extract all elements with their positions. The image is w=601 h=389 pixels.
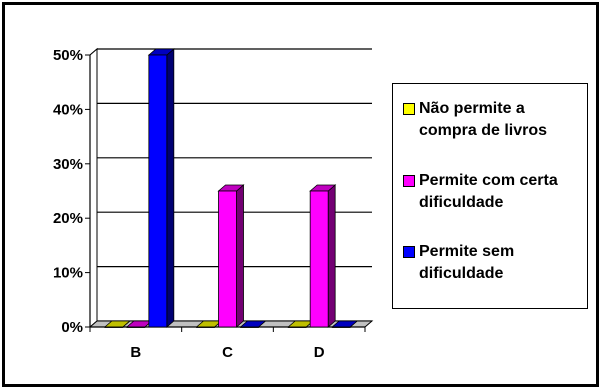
legend-item-0: Não permite a compra de livros bbox=[403, 98, 585, 142]
bar-side bbox=[327, 184, 336, 328]
bar bbox=[126, 326, 146, 328]
bar bbox=[331, 326, 351, 328]
y-tick-label: 10% bbox=[53, 265, 83, 282]
y-tick-label: 40% bbox=[53, 101, 83, 118]
bar bbox=[287, 326, 307, 328]
x-tick-label: C bbox=[222, 344, 233, 361]
bar bbox=[104, 326, 124, 328]
bar bbox=[240, 326, 259, 328]
legend-label-0: Não permite a compra de livros bbox=[419, 100, 548, 139]
bar bbox=[196, 326, 215, 328]
legend-swatch-yellow bbox=[403, 103, 415, 115]
bar-side bbox=[236, 184, 244, 328]
chart-legend: Não permite a compra de livros Permite c… bbox=[392, 83, 588, 309]
legend-label-1: Permite com certa dificuldade bbox=[419, 172, 558, 211]
legend-item-1: Permite com certa dificuldade bbox=[403, 170, 585, 214]
x-tick-label: D bbox=[314, 344, 325, 361]
bar-chart: 0% 10% 20% 30% 40% 50% B C D bbox=[53, 47, 374, 361]
y-tick-label: 50% bbox=[53, 47, 83, 64]
legend-swatch-blue bbox=[403, 246, 415, 258]
y-tick-label: 0% bbox=[61, 319, 83, 336]
y-tick-label: 20% bbox=[53, 210, 83, 227]
legend-swatch-magenta bbox=[403, 175, 415, 187]
bar-side bbox=[166, 48, 175, 328]
bar bbox=[148, 54, 168, 328]
legend-label-2: Permite sem dificuldade bbox=[419, 243, 515, 282]
legend-item-2: Permite sem dificuldade bbox=[403, 241, 585, 285]
x-tick-label: B bbox=[130, 344, 141, 361]
bar bbox=[218, 190, 237, 328]
y-tick-label: 30% bbox=[53, 156, 83, 173]
bar bbox=[309, 190, 329, 328]
plot-side-wall bbox=[89, 47, 98, 329]
